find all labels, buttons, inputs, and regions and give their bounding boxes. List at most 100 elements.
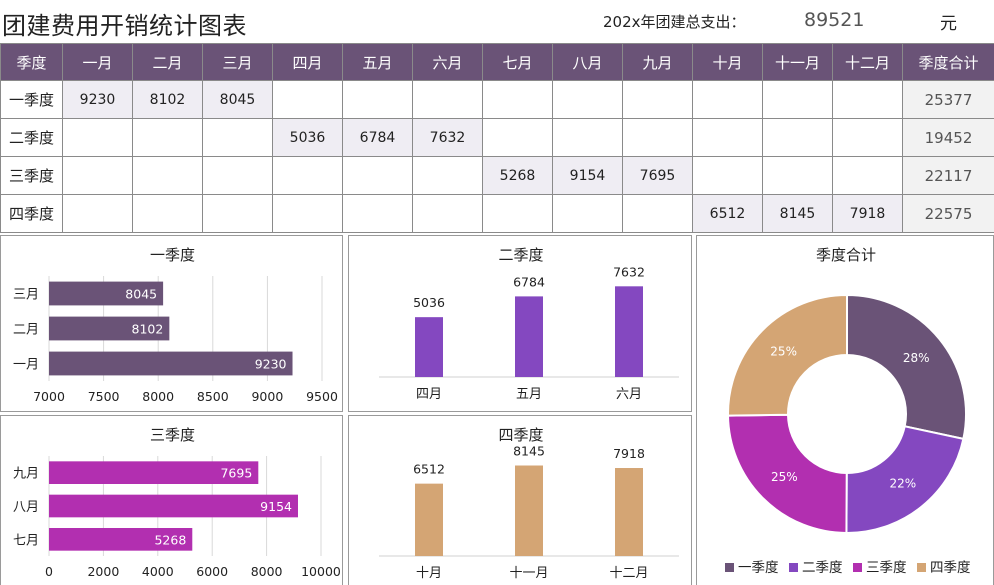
table-cell[interactable]: [622, 194, 693, 233]
quarter-sum-cell[interactable]: 22117: [902, 156, 994, 195]
table-cell[interactable]: [202, 118, 273, 157]
x-tick-label: 2000: [87, 564, 119, 579]
row-label[interactable]: 四季度: [0, 194, 63, 233]
table-cell[interactable]: [832, 156, 903, 195]
table-cell[interactable]: [202, 194, 273, 233]
table-cell[interactable]: [832, 80, 903, 119]
table-cell[interactable]: [202, 156, 273, 195]
data-label: 9154: [260, 499, 292, 514]
table-cell[interactable]: [132, 194, 203, 233]
table-cell[interactable]: 6784: [342, 118, 413, 157]
table-cell[interactable]: 8045: [202, 80, 273, 119]
total-chart-panel[interactable]: 季度合计 28% 22% 25% 25% 一季度 二季度 三季度 四季度: [696, 235, 994, 585]
table-cell[interactable]: [272, 156, 343, 195]
bar: [49, 528, 193, 551]
table-cell[interactable]: [342, 156, 413, 195]
quarter-sum-cell[interactable]: 19452: [902, 118, 994, 157]
table-cell[interactable]: [552, 80, 623, 119]
table-cell[interactable]: [622, 118, 693, 157]
table-cell[interactable]: [482, 118, 553, 157]
column-header[interactable]: 九月: [622, 43, 693, 81]
table-cell[interactable]: [62, 156, 133, 195]
donut-slice: [727, 293, 848, 417]
table-cell[interactable]: 9230: [62, 80, 133, 119]
data-label: 7632: [613, 264, 645, 279]
row-label[interactable]: 一季度: [0, 80, 63, 119]
q4-bar-chart: 四季度 6512 十月 8145 十一月 7918 十二月: [379, 426, 679, 581]
table-cell[interactable]: [132, 118, 203, 157]
column-header[interactable]: 八月: [552, 43, 623, 81]
total-expense-label: 202x年团建总支出：: [603, 13, 746, 31]
y-tick-label: 八月: [13, 500, 39, 515]
title-bar: 团建费用开销统计图表 202x年团建总支出： 89521 元: [0, 0, 994, 42]
q2-bar-chart: 二季度 5036 四月 6784 五月 7632 六月: [379, 246, 679, 402]
table-cell[interactable]: [412, 80, 483, 119]
column-header[interactable]: 三月: [202, 43, 273, 81]
slice-label: 25%: [770, 344, 797, 358]
table-cell[interactable]: [342, 80, 413, 119]
column-header[interactable]: 一月: [62, 43, 133, 81]
table-cell[interactable]: 7695: [622, 156, 693, 195]
table-cell[interactable]: [482, 80, 553, 119]
table-cell[interactable]: [62, 118, 133, 157]
table-cell[interactable]: [762, 156, 833, 195]
table-cell[interactable]: [832, 118, 903, 157]
q1-chart-panel[interactable]: 一季度 7000 7500 8000 8500 9000 9500 9230 一月 8102 二月 8…: [0, 235, 343, 412]
table-cell[interactable]: [342, 194, 413, 233]
table-cell[interactable]: [622, 80, 693, 119]
table-cell[interactable]: 7918: [832, 194, 903, 233]
q4-chart-panel[interactable]: 四季度 6512 十月 8145 十一月 7918 十二月: [348, 415, 692, 585]
table-cell[interactable]: 5268: [482, 156, 553, 195]
table-cell[interactable]: [272, 194, 343, 233]
table-cell[interactable]: [692, 156, 763, 195]
bar: [49, 351, 293, 376]
table-cell[interactable]: [762, 118, 833, 157]
x-tick-label: 十一月: [509, 566, 548, 581]
table-cell[interactable]: 6512: [692, 194, 763, 233]
column-header[interactable]: 十二月: [832, 43, 903, 81]
column-header[interactable]: 二月: [132, 43, 203, 81]
x-tick-label: 8500: [197, 389, 229, 404]
column-header[interactable]: 五月: [342, 43, 413, 81]
chart-title: 二季度: [498, 246, 543, 264]
table-cell[interactable]: [132, 156, 203, 195]
column-header[interactable]: 四月: [272, 43, 343, 81]
table-cell[interactable]: [552, 118, 623, 157]
table-cell[interactable]: [552, 194, 623, 233]
table-cell[interactable]: [762, 80, 833, 119]
column-header[interactable]: 十一月: [762, 43, 833, 81]
table-row: 四季度 6512 8145 7918 22575: [0, 194, 994, 233]
column-header[interactable]: 七月: [482, 43, 553, 81]
table-cell[interactable]: 8145: [762, 194, 833, 233]
column-header[interactable]: 六月: [412, 43, 483, 81]
donut-slice: [845, 425, 965, 534]
column-header[interactable]: 季度: [0, 43, 63, 81]
quarter-sum-cell[interactable]: 25377: [902, 80, 994, 119]
chart-title: 一季度: [150, 246, 195, 264]
column-header[interactable]: 季度合计: [902, 43, 994, 81]
donut-slice: [846, 293, 967, 441]
total-donut-chart: 季度合计 28% 22% 25% 25% 一季度 二季度 三季度 四季度: [725, 246, 971, 576]
table-cell[interactable]: 7632: [412, 118, 483, 157]
table-cell[interactable]: [412, 194, 483, 233]
quarter-sum-cell[interactable]: 22575: [902, 194, 994, 233]
table-cell[interactable]: [272, 80, 343, 119]
column-header[interactable]: 十月: [692, 43, 763, 81]
table-cell[interactable]: 5036: [272, 118, 343, 157]
q2-chart-panel[interactable]: 二季度 5036 四月 6784 五月 7632 六月: [348, 235, 692, 412]
bar: [415, 317, 443, 377]
data-label: 8102: [132, 322, 164, 337]
table-cell[interactable]: [412, 156, 483, 195]
donut-slice: [726, 413, 848, 535]
row-label[interactable]: 二季度: [0, 118, 63, 157]
table-cell[interactable]: 8102: [132, 80, 203, 119]
table-cell[interactable]: [692, 80, 763, 119]
q3-chart-panel[interactable]: 三季度 0 2000 4000 6000 8000 10000 5268 七月 9154 八月 769…: [0, 415, 343, 585]
table-cell[interactable]: 9154: [552, 156, 623, 195]
x-tick-label: 6000: [196, 564, 228, 579]
table-cell[interactable]: [692, 118, 763, 157]
table-cell[interactable]: [482, 194, 553, 233]
table-cell[interactable]: [62, 194, 133, 233]
row-label[interactable]: 三季度: [0, 156, 63, 195]
total-expense-value[interactable]: 89521: [804, 9, 865, 31]
